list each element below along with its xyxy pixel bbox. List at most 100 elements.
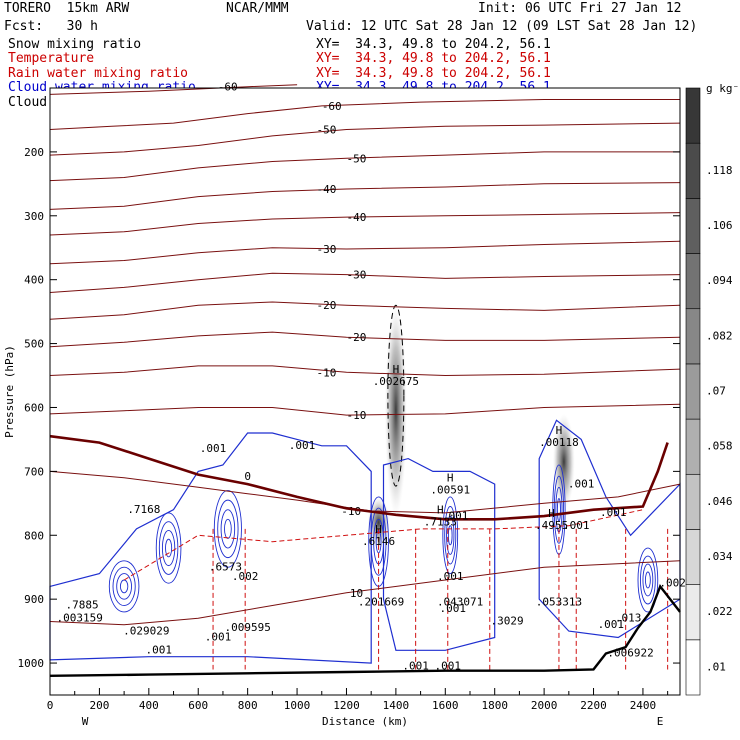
colorbar-tick-label: .118 (706, 164, 733, 177)
rain-water-label: .003159 (56, 612, 102, 625)
freezing-level-line (49, 434, 669, 521)
colorbar-segment (685, 418, 701, 475)
y-tick-label: 300 (24, 210, 44, 223)
colorbar-segment (685, 473, 701, 530)
isotherm-line (49, 122, 681, 156)
cloud-water-inner-contour (155, 512, 182, 584)
cloud-water-inner-contour (116, 573, 132, 600)
cloud-water-inner-contour (373, 518, 384, 565)
snow-max-label: .002675 (373, 375, 419, 388)
y-tick-label: 800 (24, 529, 44, 542)
cloud-ice-contour (387, 304, 405, 487)
legend-cloud-water-xy: XY= 34.3, 49.8 to 204.2, 56.1 (316, 80, 551, 95)
cloud-water-inner-contour (553, 475, 565, 544)
cloud-water-label: .001 (568, 477, 595, 490)
isotherm-label: -40 (347, 211, 367, 224)
colorbar-tick-label: .058 (706, 440, 733, 453)
cloud-water-inner-contour (370, 507, 387, 576)
cloud-water-contour (49, 432, 372, 664)
isotherm-line (49, 272, 681, 293)
cloud-water-inner-contour (108, 560, 140, 613)
isotherm-label: -20 (347, 331, 367, 344)
colorbar-tick-label: .082 (706, 329, 733, 342)
isotherm-line (49, 331, 681, 348)
snow-max-marker: H (447, 472, 454, 485)
x-tick-label: 600 (188, 699, 208, 712)
x-tick-label: 1800 (481, 699, 508, 712)
snow-max-label: .7133 (424, 516, 457, 529)
west-direction-label: W (82, 715, 89, 728)
terrain-line (49, 583, 681, 677)
snow-max-marker: H (375, 523, 382, 536)
colorbar-unit-label: g kg⁻¹ (706, 82, 740, 95)
cloud-water-inner-contour (158, 521, 179, 575)
colorbar-segment (685, 363, 701, 420)
colorbar-segment (685, 584, 701, 641)
x-tick-label: 800 (238, 699, 258, 712)
cloud-water-inner-contour (556, 498, 561, 522)
cloud-water-inner-contour (447, 525, 453, 546)
cloud-water-label: .001 (200, 442, 227, 455)
cloud-water-label: .001 (439, 602, 466, 615)
header-valid: Valid: 12 UTC Sat 28 Jan 12 (09 LST Sat … (306, 19, 698, 34)
cloud-water-inner-contour (217, 499, 239, 559)
colorbar-segment (685, 198, 701, 254)
snow-shading-column (367, 496, 390, 549)
isotherm-line (49, 560, 681, 626)
y-tick-label: 1000 (18, 657, 45, 670)
x-tick-label: 400 (139, 699, 159, 712)
isotherm-line (49, 240, 681, 265)
isotherm-label: -40 (317, 183, 337, 196)
rain-water-label: .053313 (536, 596, 582, 609)
rain-water-label: .001 (402, 659, 429, 672)
snow-max-marker: H (437, 504, 444, 517)
cloud-water-label: .6573 (209, 560, 242, 573)
snow-shading-column (384, 305, 407, 517)
isotherm-label: -60 (218, 81, 238, 94)
cloud-water-inner-contour (644, 571, 651, 589)
header-model: TORERO 15km ARW (4, 1, 130, 16)
rain-water-label: .001 (442, 509, 469, 522)
isotherm-label: -10 (341, 505, 361, 518)
rain-water-label: .002 (232, 570, 259, 583)
legend-cloud-water: Cloud water mixing ratio (8, 80, 196, 95)
snow-shading-column (552, 413, 575, 510)
legend-snow-xy: XY= 34.3, 49.8 to 204.2, 56.1 (316, 37, 551, 52)
cloud-water-inner-contour (368, 496, 389, 587)
legend-temperature: Temperature (8, 51, 95, 66)
isotherm-label: -10 (347, 409, 367, 422)
cloud-water-label: .001 (600, 506, 627, 519)
cloud-water-inner-contour (446, 515, 455, 555)
rain-water-label: .013 (615, 612, 642, 625)
legend-temperature-xy: XY= 34.3, 49.8 to 204.2, 56.1 (316, 51, 551, 66)
x-tick-label: 2000 (531, 699, 558, 712)
colorbar-tick-label: .046 (706, 495, 733, 508)
east-direction-label: E (657, 715, 664, 728)
colorbar-segment (685, 87, 701, 144)
colorbar-tick-label: .034 (706, 550, 733, 563)
rain-water-label: .201669 (358, 596, 404, 609)
isotherm-label: -50 (317, 124, 337, 137)
rain-water-label: .001 (205, 631, 232, 644)
plot-background (50, 88, 680, 695)
cloud-water-inner-contour (444, 506, 457, 565)
isotherm-line (49, 470, 681, 514)
legend-snow: Snow mixing ratio (8, 37, 142, 52)
plot-frame (49, 87, 681, 696)
cloud-water-label: .3029 (490, 615, 523, 628)
isotherm-label: -10 (317, 366, 337, 379)
y-tick-label: 400 (24, 274, 44, 287)
rain-water-label: .043071 (437, 596, 483, 609)
legend-cloud-ice: Cloud ice mixing ratio (8, 95, 181, 110)
cloud-water-inner-contour (119, 579, 129, 594)
cloud-water-contour (538, 419, 681, 639)
isotherm-label: -20 (317, 299, 337, 312)
cloud-water-inner-contour (642, 563, 654, 597)
cloud-water-label: .001 (437, 570, 464, 583)
cloud-water-inner-contour (220, 509, 236, 549)
cloud-water-inner-contour (637, 547, 659, 613)
y-tick-label: 200 (24, 146, 44, 159)
cloud-water-label: .7885 (66, 599, 99, 612)
cloud-water-inner-contour (165, 538, 173, 558)
y-tick-label: 900 (24, 593, 44, 606)
